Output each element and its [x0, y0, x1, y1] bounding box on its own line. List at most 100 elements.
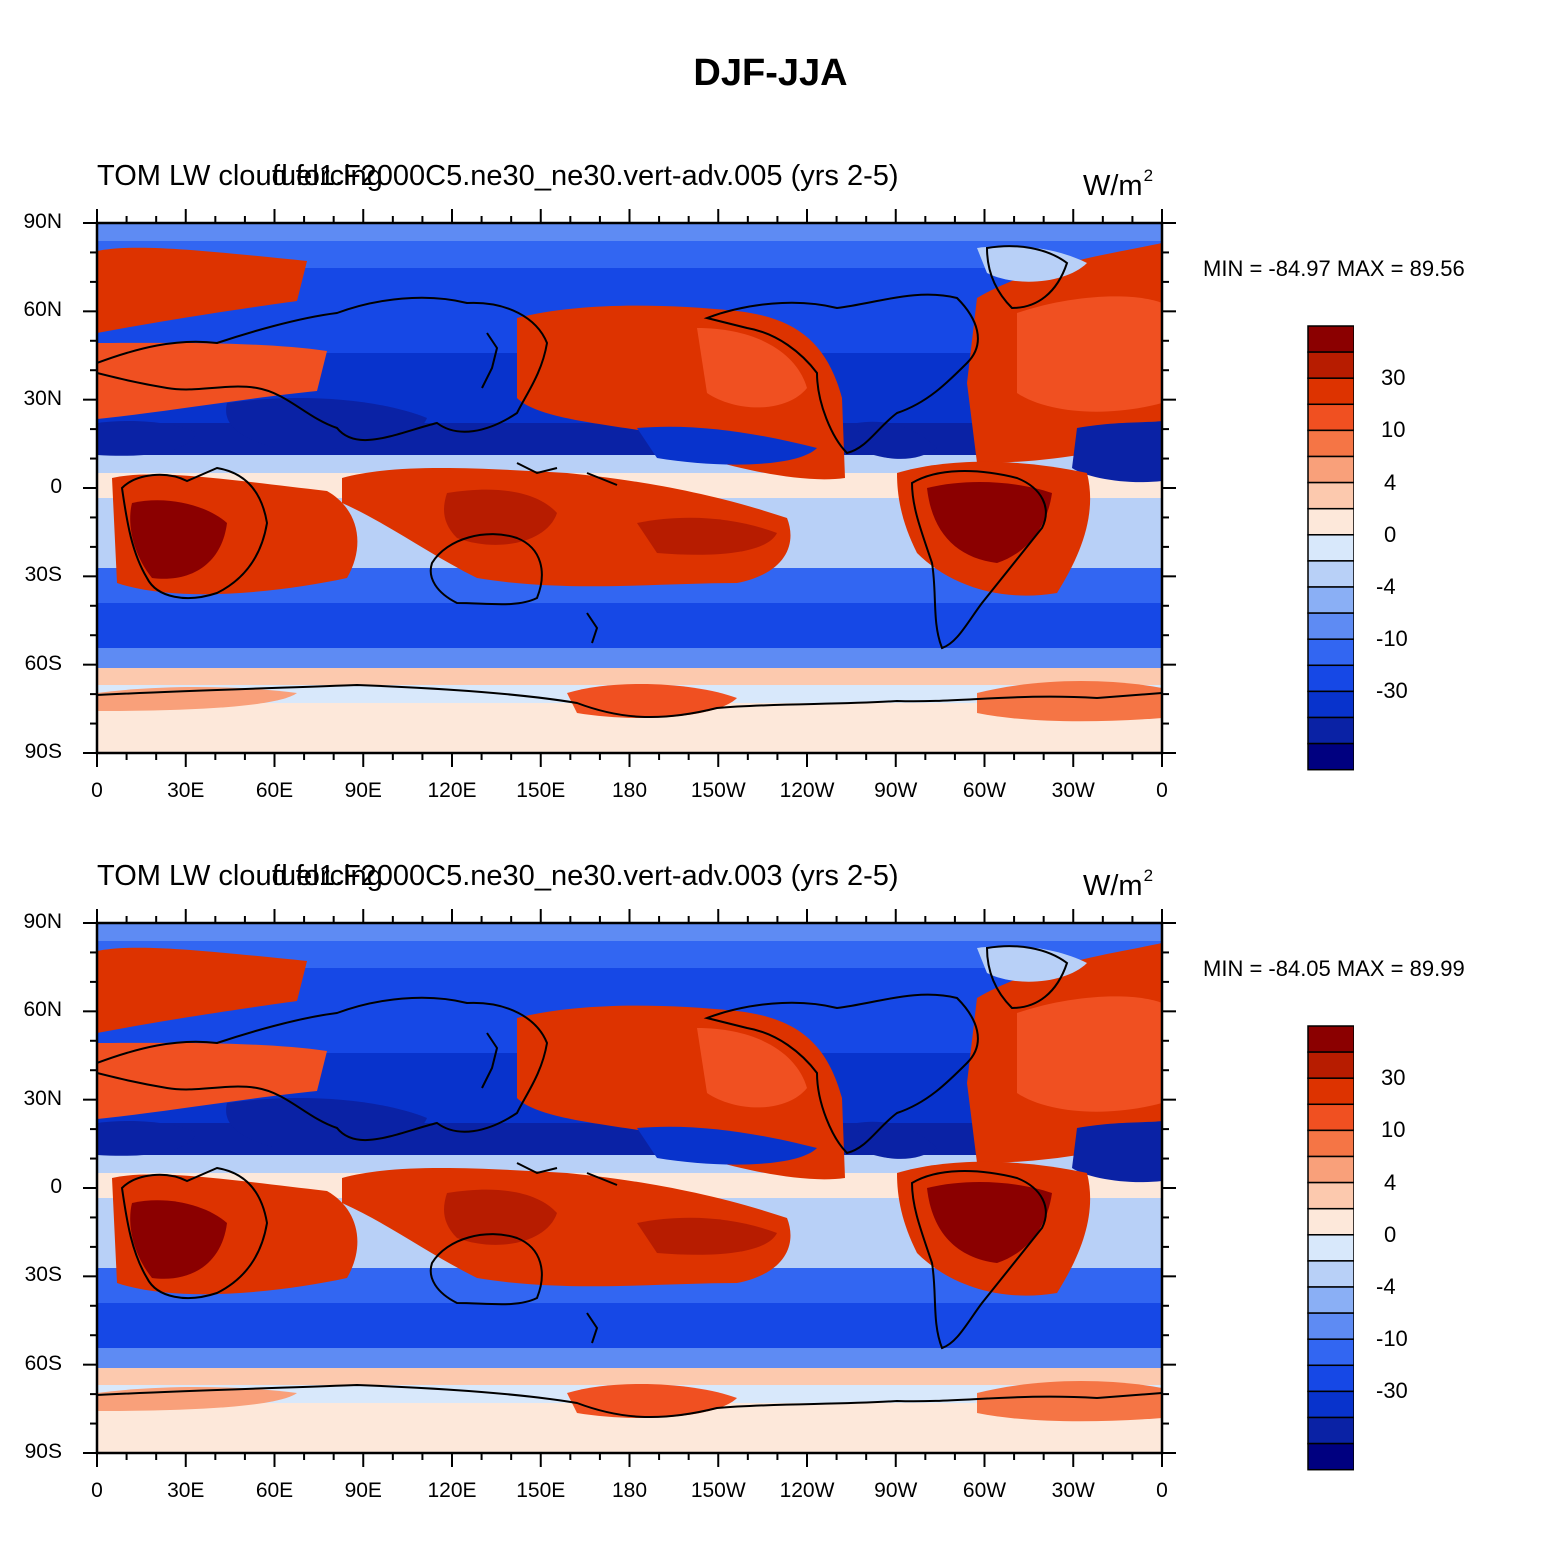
lat-tick-label: 30S [24, 563, 62, 587]
colorbar-swatch [1307, 690, 1354, 719]
contour-region [97, 247, 307, 333]
colorbar-label: -4 [1376, 1274, 1396, 1299]
colorbar-swatch [1307, 507, 1354, 536]
contour-region [130, 500, 227, 579]
colorbar-swatch [1307, 351, 1354, 379]
colorbar-swatch [1307, 560, 1354, 588]
colorbar-label: 4 [1384, 1169, 1397, 1195]
colorbar-label: -30 [1376, 1378, 1408, 1404]
contour-region [444, 1189, 557, 1245]
colorbar-swatch [1307, 1260, 1354, 1288]
colorbar-swatch [1307, 1442, 1354, 1471]
lon-tick-label: 30W [1051, 779, 1095, 802]
colorbar-swatch [1307, 377, 1354, 406]
colorbar [1307, 1025, 1354, 1471]
contour-region [1017, 996, 1162, 1112]
lon-tick-label: 30W [1051, 1479, 1095, 1502]
contour-region [977, 946, 1087, 982]
contour-region [637, 517, 777, 555]
colorbar-swatch [1307, 716, 1354, 745]
filled-contour-field [97, 223, 1162, 753]
lon-tick-label: 150E [516, 1479, 566, 1502]
colorbar-label: 30 [1381, 1065, 1406, 1091]
lat-tick-label: 60N [23, 298, 62, 322]
lon-tick-label: 60W [962, 779, 1007, 802]
coastlines [97, 945, 1162, 1419]
lon-tick-label: 90W [874, 779, 918, 802]
contour-region [97, 421, 197, 456]
lon-tick-label: 0 [1156, 1479, 1168, 1502]
lon-tick-label: 150W [690, 1479, 746, 1502]
colorbar-label: 30 [1381, 365, 1406, 391]
units-label: W/m2 [1083, 866, 1154, 902]
figure-title: DJF-JJA [693, 52, 848, 94]
lon-tick-label: 150E [516, 779, 566, 802]
lon-tick-label: 180 [611, 1479, 648, 1502]
contour-region [697, 328, 807, 408]
colorbar-label: 4 [1384, 469, 1397, 495]
colorbar-label: -10 [1376, 626, 1408, 652]
colorbar-swatch [1307, 1103, 1354, 1132]
colorbar-swatch [1307, 1286, 1354, 1314]
lon-tick-label: 30E [167, 1479, 205, 1502]
colorbar-swatch [1307, 403, 1354, 432]
lon-tick-label: 150W [690, 779, 746, 802]
colorbar-swatch [1307, 1390, 1354, 1419]
filled-contour-field [97, 923, 1162, 1453]
colorbar-swatch [1307, 1129, 1354, 1158]
units-label: W/m2 [1083, 166, 1154, 202]
contour-region [697, 1028, 807, 1108]
lon-tick-label: 0 [91, 1479, 103, 1502]
colorbar-swatch [1307, 1416, 1354, 1445]
lon-tick-label: 30E [167, 779, 205, 802]
colorbar-label: -30 [1376, 678, 1408, 704]
colorbar-label: -4 [1376, 574, 1396, 599]
colorbar-swatch [1307, 325, 1354, 353]
contour-region [977, 1381, 1162, 1422]
colorbar-swatch [1307, 481, 1354, 510]
contour-region [567, 683, 737, 718]
contour-region [927, 1181, 1052, 1263]
colorbar-label: 10 [1381, 1117, 1406, 1143]
colorbar-label: 0 [1384, 521, 1397, 547]
lat-tick-label: 60S [24, 651, 62, 675]
colorbar-swatch [1307, 1077, 1354, 1106]
min-max-stats: MIN = -84.05 MAX = 89.99 [1203, 956, 1465, 981]
lon-tick-label: 120E [427, 1479, 477, 1502]
lon-tick-label: 180 [611, 779, 648, 802]
contour-region [444, 489, 557, 545]
contour-region [637, 1217, 777, 1255]
map-plot [83, 909, 1176, 1467]
contour-region [1072, 1121, 1162, 1183]
colorbar-swatch [1307, 429, 1354, 458]
contour-region [97, 1042, 327, 1119]
colorbar-label: 0 [1384, 1221, 1397, 1247]
contour-region [927, 481, 1052, 563]
colorbar-swatch [1307, 1025, 1354, 1053]
lat-tick-label: 60N [23, 998, 62, 1022]
contour-region [97, 1121, 197, 1156]
colorbar [1307, 325, 1354, 771]
contour-region [1072, 421, 1162, 483]
lon-tick-label: 60W [962, 1479, 1007, 1502]
lat-tick-label: 0 [50, 475, 62, 498]
colorbar-swatch [1307, 664, 1354, 693]
lat-tick-label: 30S [24, 1263, 62, 1287]
lat-tick-label: 0 [50, 1175, 62, 1198]
contour-region [567, 1383, 737, 1418]
lon-tick-label: 120W [779, 1479, 835, 1502]
lat-tick-label: 90S [24, 1440, 62, 1463]
contour-region [637, 426, 817, 465]
colorbar-swatch [1307, 1155, 1354, 1184]
contour-region [1017, 296, 1162, 412]
map-panel-top: TOM LW cloud forcing fuel1.F2000C5.ne30_… [0, 160, 1541, 860]
lon-tick-label: 90E [344, 1479, 382, 1502]
colorbar-swatch [1307, 455, 1354, 484]
contour-region [97, 947, 307, 1033]
contour-region [97, 342, 327, 419]
lon-tick-label: 0 [91, 779, 103, 802]
lat-tick-label: 30N [23, 386, 62, 410]
lat-tick-label: 30N [23, 1086, 62, 1110]
colorbar-swatch [1307, 1312, 1354, 1340]
lon-tick-label: 90E [344, 779, 382, 802]
